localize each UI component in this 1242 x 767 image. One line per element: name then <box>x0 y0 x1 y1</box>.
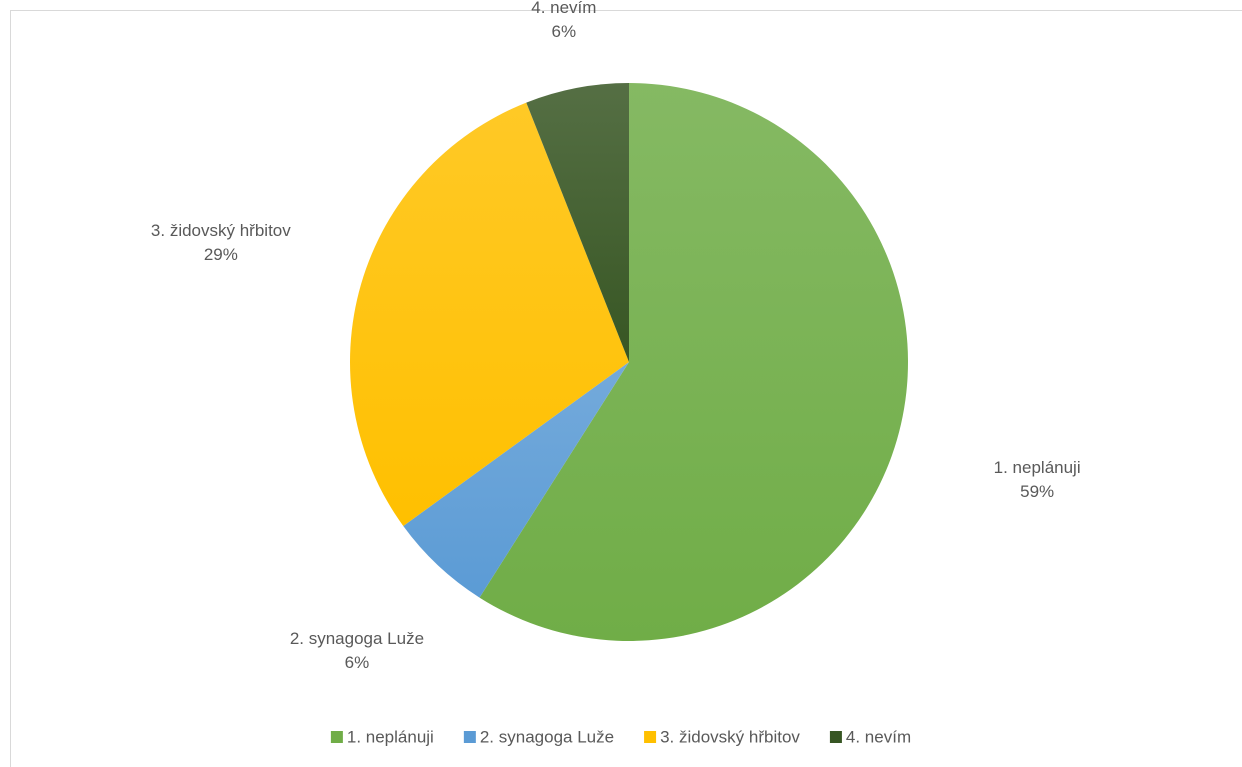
data-label-name: 4. nevím <box>531 0 596 17</box>
data-label-name: 1. neplánuji <box>994 458 1081 477</box>
legend-swatch <box>330 731 343 743</box>
legend-swatch <box>829 731 842 743</box>
data-label-value: 6% <box>552 22 577 41</box>
legend-label: 3. židovský hřbitov <box>660 727 800 746</box>
data-label-name: 2. synagoga Luže <box>290 629 424 648</box>
legend-swatch <box>463 731 476 743</box>
data-label-value: 29% <box>204 245 238 264</box>
pie-slice <box>526 83 629 362</box>
pie-slice <box>403 362 629 598</box>
chart-frame <box>10 10 1242 767</box>
legend-label: 4. nevím <box>846 727 911 746</box>
pie-slice <box>479 83 909 641</box>
pie-slice <box>350 102 629 526</box>
data-label-value: 59% <box>1020 482 1054 501</box>
data-label-name: 3. židovský hřbitov <box>151 221 291 240</box>
legend-label: 1. neplánuji <box>347 727 434 746</box>
legend-label: 2. synagoga Luže <box>480 727 614 746</box>
data-label-value: 6% <box>345 653 370 672</box>
legend-swatch <box>644 731 657 743</box>
